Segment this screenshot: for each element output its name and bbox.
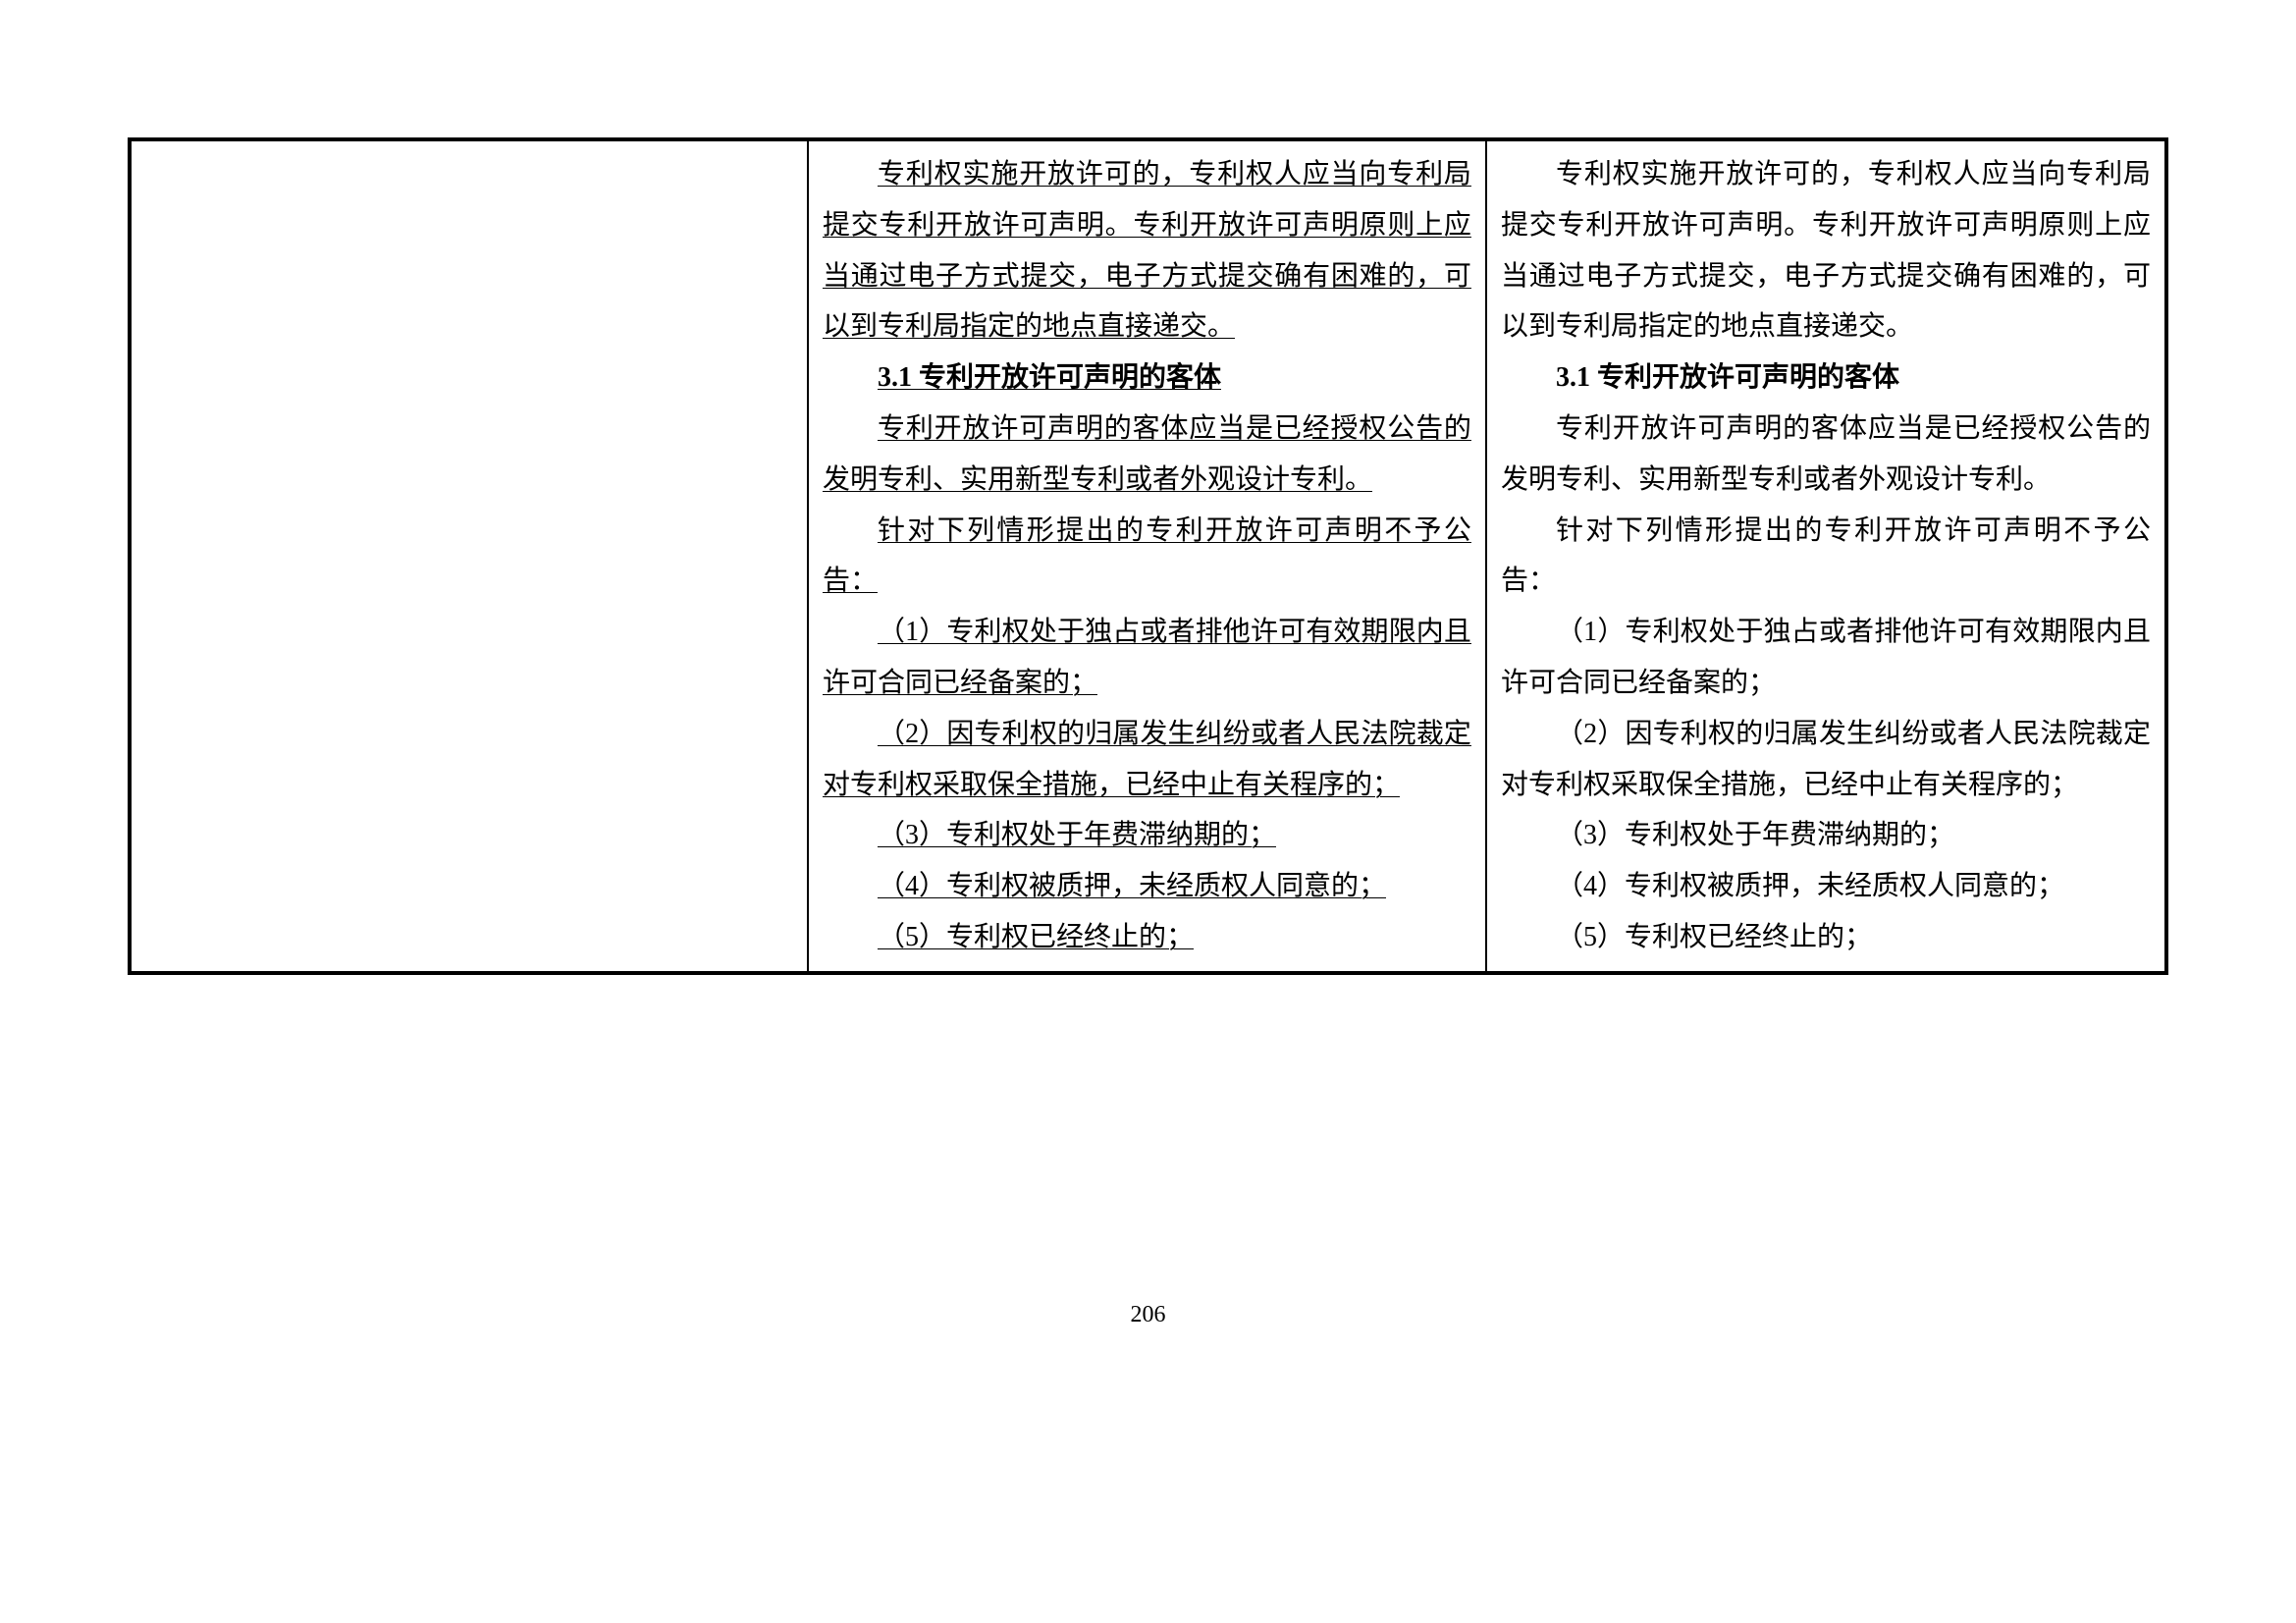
page-container: 专利权实施开放许可的，专利权人应当向专利局提交专利开放许可声明。专利开放许可声明… bbox=[0, 0, 2296, 1623]
col2-para1: 专利权实施开放许可的，专利权人应当向专利局提交专利开放许可声明。专利开放许可声明… bbox=[823, 149, 1471, 352]
column-1-empty bbox=[130, 139, 808, 973]
col2-item5: （5）专利权已经终止的； bbox=[823, 912, 1471, 963]
col2-item2: （2）因专利权的归属发生纠纷或者人民法院裁定对专利权采取保全措施，已经中止有关程… bbox=[823, 709, 1471, 811]
col3-item5: （5）专利权已经终止的； bbox=[1501, 912, 2151, 963]
col3-item1: （1）专利权处于独占或者排他许可有效期限内且许可合同已经备案的； bbox=[1501, 607, 2151, 709]
col3-heading1: 3.1 专利开放许可声明的客体 bbox=[1501, 352, 2151, 404]
table-row: 专利权实施开放许可的，专利权人应当向专利局提交专利开放许可声明。专利开放许可声明… bbox=[130, 139, 2166, 973]
col3-content: 专利权实施开放许可的，专利权人应当向专利局提交专利开放许可声明。专利开放许可声明… bbox=[1501, 149, 2151, 963]
col3-para3: 针对下列情形提出的专利开放许可声明不予公告： bbox=[1501, 506, 2151, 608]
col3-item3: （3）专利权处于年费滞纳期的； bbox=[1501, 810, 2151, 861]
comparison-table: 专利权实施开放许可的，专利权人应当向专利局提交专利开放许可声明。专利开放许可声明… bbox=[128, 137, 2168, 975]
column-2-underlined: 专利权实施开放许可的，专利权人应当向专利局提交专利开放许可声明。专利开放许可声明… bbox=[808, 139, 1486, 973]
col2-item4: （4）专利权被质押，未经质权人同意的； bbox=[823, 861, 1471, 912]
col2-item1: （1）专利权处于独占或者排他许可有效期限内且许可合同已经备案的； bbox=[823, 607, 1471, 709]
col3-para2: 专利开放许可声明的客体应当是已经授权公告的发明专利、实用新型专利或者外观设计专利… bbox=[1501, 404, 2151, 506]
col2-heading1: 3.1 专利开放许可声明的客体 bbox=[823, 352, 1471, 404]
col2-content: 专利权实施开放许可的，专利权人应当向专利局提交专利开放许可声明。专利开放许可声明… bbox=[823, 149, 1471, 963]
col2-item3: （3）专利权处于年费滞纳期的； bbox=[823, 810, 1471, 861]
col2-para2: 专利开放许可声明的客体应当是已经授权公告的发明专利、实用新型专利或者外观设计专利… bbox=[823, 404, 1471, 506]
column-3-plain: 专利权实施开放许可的，专利权人应当向专利局提交专利开放许可声明。专利开放许可声明… bbox=[1486, 139, 2166, 973]
page-number: 206 bbox=[0, 1302, 2296, 1328]
col2-para3: 针对下列情形提出的专利开放许可声明不予公告： bbox=[823, 506, 1471, 608]
col3-item2: （2）因专利权的归属发生纠纷或者人民法院裁定对专利权采取保全措施，已经中止有关程… bbox=[1501, 709, 2151, 811]
col3-item4: （4）专利权被质押，未经质权人同意的； bbox=[1501, 861, 2151, 912]
col3-para1: 专利权实施开放许可的，专利权人应当向专利局提交专利开放许可声明。专利开放许可声明… bbox=[1501, 149, 2151, 352]
